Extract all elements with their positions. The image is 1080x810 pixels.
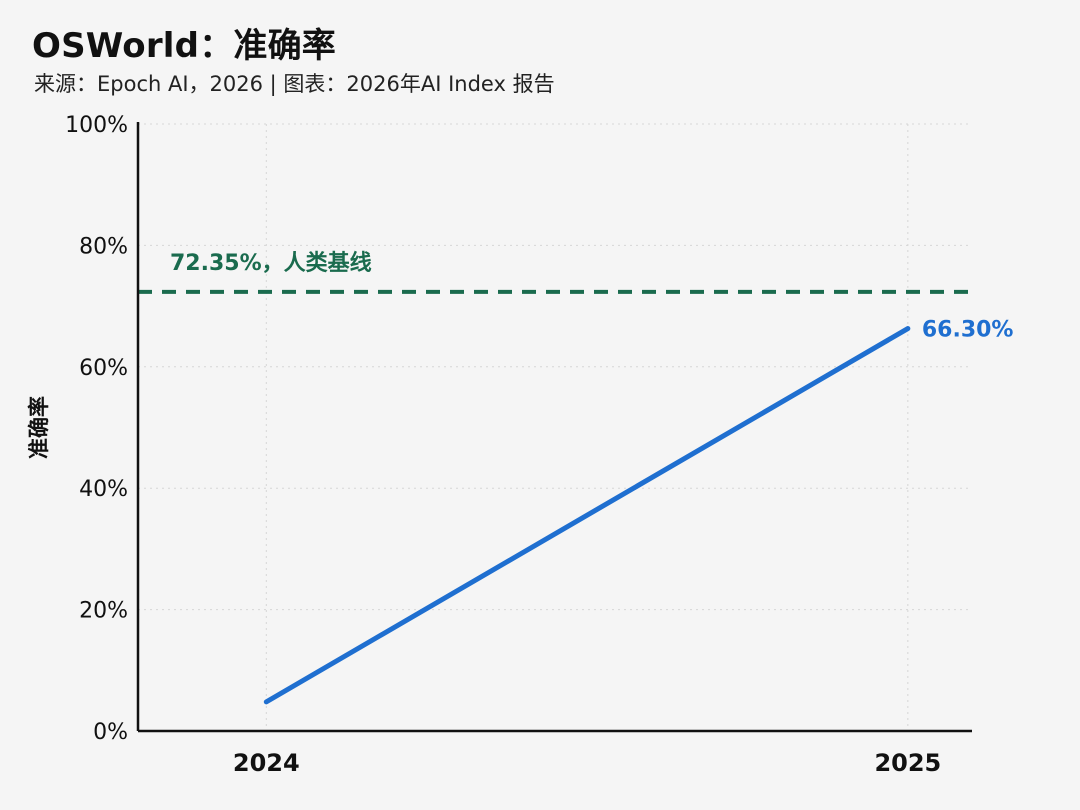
series-end-label: 66.30%: [922, 318, 1014, 343]
y-tick-label: 80%: [79, 234, 128, 259]
y-tick-label: 0%: [93, 720, 128, 745]
y-tick-label: 20%: [79, 599, 128, 624]
chart-subtitle: 来源：Epoch AI，2026 | 图表：2026年AI Index 报告: [34, 72, 555, 96]
y-tick-label: 40%: [79, 477, 128, 502]
chart-title: OSWorld：准确率: [32, 26, 336, 66]
labels-group: 0% 20% 40% 60% 80% 100% 2024 2025 准确率: [27, 113, 941, 777]
y-tick-label: 100%: [65, 113, 128, 138]
x-tick-label: 2025: [874, 749, 941, 777]
grid-lines: [138, 123, 972, 731]
series-group: 66.30%: [263, 318, 1014, 705]
reference-line-group: 72.35%，人类基线: [138, 250, 972, 294]
y-tick-label: 60%: [79, 356, 128, 381]
series-line: [263, 326, 911, 705]
human-baseline-label: 72.35%，人类基线: [170, 250, 372, 276]
x-tick-label: 2024: [233, 749, 300, 777]
axes-group: [136, 122, 972, 733]
y-axis-title: 准确率: [27, 396, 51, 459]
